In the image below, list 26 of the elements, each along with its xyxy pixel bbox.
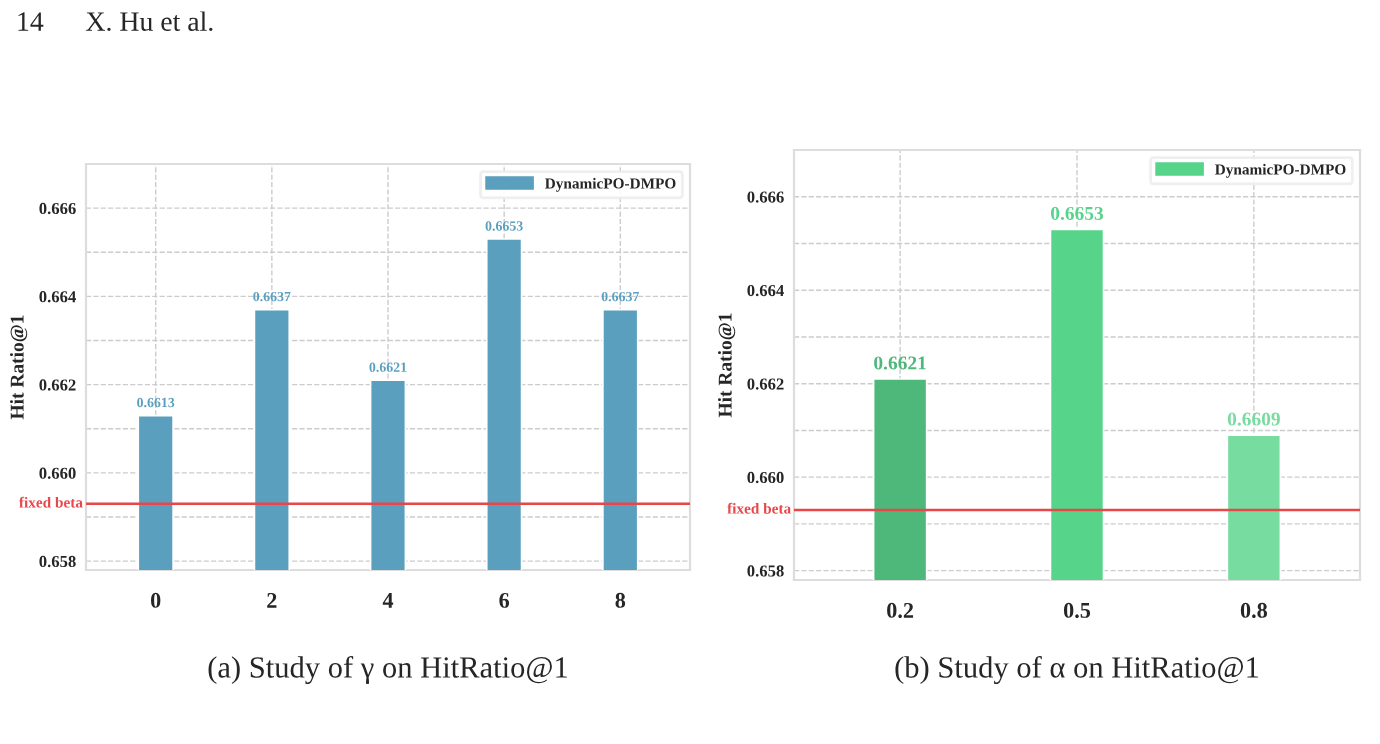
data-label: 0.6621 <box>874 356 926 370</box>
y-tick-label: 0.662 <box>747 378 784 390</box>
y-axis-title: Hit Ratio@1 <box>718 313 736 418</box>
x-tick-label: 4 <box>382 593 394 608</box>
text: 14 X. Hu et al. <box>18 11 213 32</box>
y-tick-label: 0.662 <box>39 379 76 391</box>
x-tick-label: 8 <box>615 592 626 608</box>
text: (a) Study of γ on HitRatio@1 <box>208 655 567 685</box>
text: (b) Study of α on HitRatio@1 <box>895 655 1259 685</box>
x-tick-label: 0.2 <box>887 602 914 618</box>
y-tick-label: 0.658 <box>39 555 76 568</box>
y-tick-label: 0.664 <box>39 291 76 303</box>
y-tick-label: 0.666 <box>747 191 784 203</box>
y-tick-label: 0.664 <box>747 284 784 297</box>
y-tick-label: 0.658 <box>747 565 784 577</box>
x-tick-label: 2 <box>267 592 277 608</box>
y-tick-label: 0.666 <box>39 202 76 215</box>
y-tick-label: 0.660 <box>747 471 784 484</box>
x-tick-label: 0 <box>150 592 161 608</box>
x-tick-label: 6 <box>499 592 510 608</box>
y-tick-label: 0.660 <box>39 467 76 479</box>
x-tick-label: 0.8 <box>1240 602 1268 618</box>
data-label: 0.6653 <box>1051 206 1104 221</box>
x-tick-label: 0.5 <box>1063 602 1091 618</box>
y-axis-title: Hit Ratio@1 <box>10 315 28 420</box>
data-label: 0.6609 <box>1227 412 1280 426</box>
